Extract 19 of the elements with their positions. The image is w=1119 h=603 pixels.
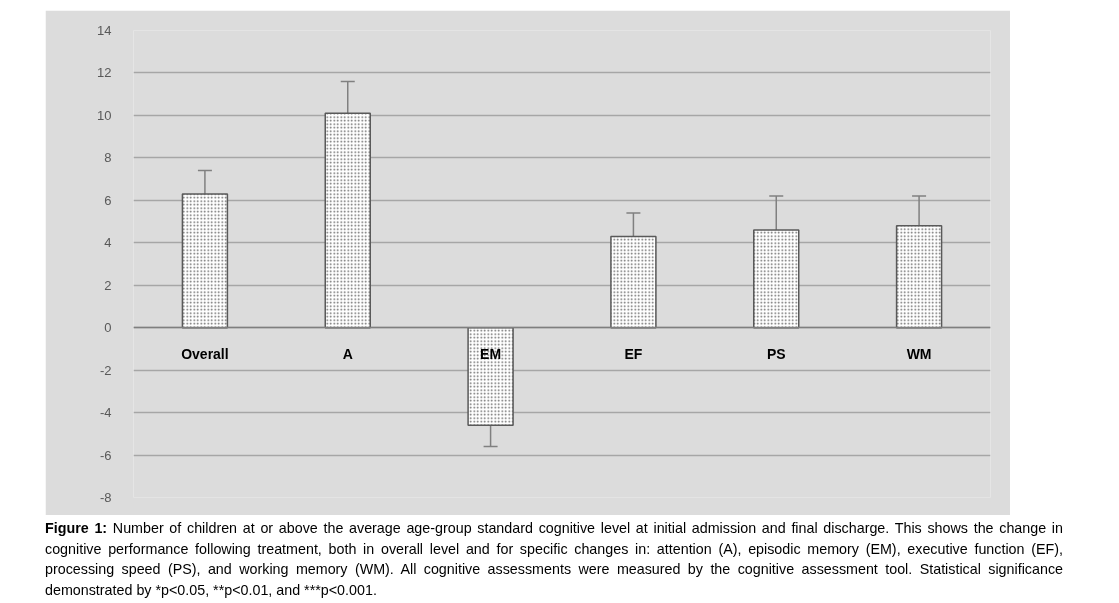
x-tick-label: EM — [480, 345, 502, 362]
y-tick-label: -8 — [99, 490, 112, 505]
y-tick-label: -4 — [99, 405, 112, 421]
y-tick-label: 12 — [97, 65, 112, 81]
x-tick-label: EF — [624, 345, 643, 362]
y-tick-label: -6 — [99, 447, 112, 463]
x-tick-label: Overall — [181, 345, 229, 362]
x-tick-label: A — [342, 345, 353, 362]
y-tick-label: 2 — [104, 277, 112, 293]
y-tick-label: 0 — [104, 320, 112, 336]
y-tick-label: 14 — [97, 23, 112, 38]
x-tick-label: PS — [766, 345, 786, 362]
x-tick-label: WM — [906, 345, 932, 362]
y-tick-label: -2 — [99, 362, 112, 378]
y-tick-label: 4 — [104, 235, 112, 251]
caption: Figure 1: Number of children at or above the average age-group standard cognitive level at initial admission and final discharge. This shows the change in cognitive performance following treatment, both in overall level and for specific changes in: attention (A), episodic memory (EM), executive function (EF), processing speed (PS), and working memory (WM). All cognitive assessments were measured by the cognitive assessment tool. Statistical significance demonstrated by *p<0.05, **p<0.01, and ***p<0.001. — [45, 519, 1063, 600]
y-tick-label: 6 — [104, 192, 112, 208]
y-tick-label: 8 — [104, 150, 112, 166]
y-tick-label: 10 — [97, 107, 112, 123]
